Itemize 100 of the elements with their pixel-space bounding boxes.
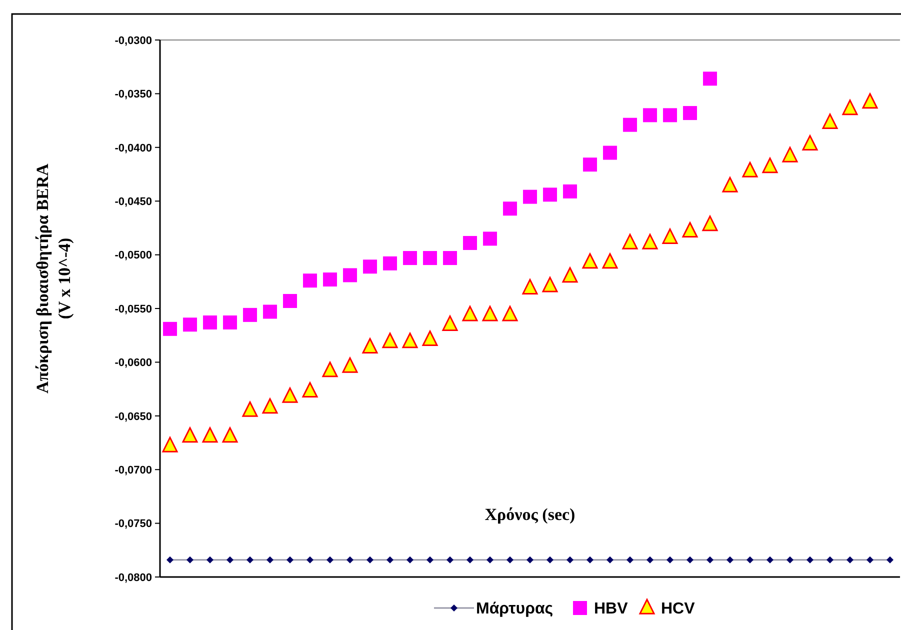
y-tick-label: -0,0500 xyxy=(114,250,152,262)
point xyxy=(446,556,454,564)
point xyxy=(702,216,718,232)
point xyxy=(622,234,638,250)
point xyxy=(566,556,574,564)
point xyxy=(683,106,697,120)
point xyxy=(782,146,798,162)
point xyxy=(826,556,834,564)
point xyxy=(322,362,338,378)
x-axis-title: Χρόνος (sec) xyxy=(484,505,576,524)
point xyxy=(166,556,174,564)
point xyxy=(302,382,318,398)
y-tick-label: -0,0400 xyxy=(114,142,152,154)
point xyxy=(663,108,677,122)
point xyxy=(246,556,254,564)
point xyxy=(442,315,458,331)
point xyxy=(606,556,614,564)
point xyxy=(306,556,314,564)
point xyxy=(822,114,838,130)
point xyxy=(646,556,654,564)
point xyxy=(862,93,878,109)
point xyxy=(443,251,457,266)
point xyxy=(183,318,197,332)
point xyxy=(563,184,577,198)
y-tick-label: -0,0600 xyxy=(114,357,152,370)
point xyxy=(682,222,698,238)
point xyxy=(502,306,518,322)
point xyxy=(422,330,438,346)
point xyxy=(523,190,537,204)
point xyxy=(802,135,818,151)
legend-label: Μάρτυρας xyxy=(476,600,554,618)
point xyxy=(583,158,597,172)
point xyxy=(742,162,758,178)
point xyxy=(202,427,218,443)
point xyxy=(602,253,618,269)
point xyxy=(686,556,694,564)
point xyxy=(222,427,238,443)
point xyxy=(886,556,894,564)
point xyxy=(522,278,538,294)
point xyxy=(786,556,794,564)
point xyxy=(462,306,478,322)
point xyxy=(223,315,237,330)
y-tick-label: -0,0550 xyxy=(114,303,152,316)
point xyxy=(423,251,437,266)
point xyxy=(243,308,257,322)
point xyxy=(543,188,557,202)
point xyxy=(342,357,358,373)
point xyxy=(426,556,434,564)
point xyxy=(806,556,814,564)
legend-label: HCV xyxy=(661,600,696,618)
y-tick-label: -0,0750 xyxy=(114,518,152,530)
point xyxy=(463,236,477,250)
point xyxy=(623,118,637,132)
point xyxy=(706,556,714,564)
point xyxy=(326,556,334,564)
y-tick-label: -0,0800 xyxy=(114,572,152,584)
point xyxy=(842,100,858,116)
point xyxy=(722,176,738,192)
point xyxy=(643,108,657,122)
point xyxy=(562,267,578,283)
point xyxy=(203,315,217,330)
point xyxy=(483,232,497,246)
point xyxy=(506,556,514,564)
point xyxy=(303,274,317,288)
point xyxy=(242,401,258,417)
point xyxy=(866,556,874,564)
point xyxy=(526,556,534,564)
point xyxy=(402,332,418,348)
point xyxy=(466,556,474,564)
point xyxy=(586,556,594,564)
point xyxy=(486,556,494,564)
point xyxy=(662,228,678,244)
point xyxy=(546,556,554,564)
point xyxy=(363,260,377,274)
point xyxy=(382,332,398,348)
point xyxy=(766,556,774,564)
y-tick-label: -0,0300 xyxy=(114,34,152,47)
point xyxy=(263,304,277,319)
point xyxy=(846,556,854,564)
point xyxy=(186,556,194,564)
point xyxy=(542,276,558,292)
point xyxy=(346,556,354,564)
point xyxy=(163,322,177,336)
point xyxy=(666,556,674,564)
point xyxy=(703,72,717,86)
point xyxy=(162,436,178,452)
point xyxy=(283,294,297,308)
point xyxy=(746,556,754,564)
point xyxy=(323,272,337,286)
point xyxy=(726,556,734,564)
point xyxy=(626,556,634,564)
point xyxy=(286,556,294,564)
point xyxy=(603,146,617,160)
y-tick-label: -0,0650 xyxy=(114,410,152,423)
point xyxy=(406,556,414,564)
point xyxy=(383,256,397,270)
point xyxy=(182,427,198,443)
point xyxy=(762,158,778,174)
point xyxy=(226,556,234,564)
y-tick-label: -0,0450 xyxy=(114,196,152,208)
